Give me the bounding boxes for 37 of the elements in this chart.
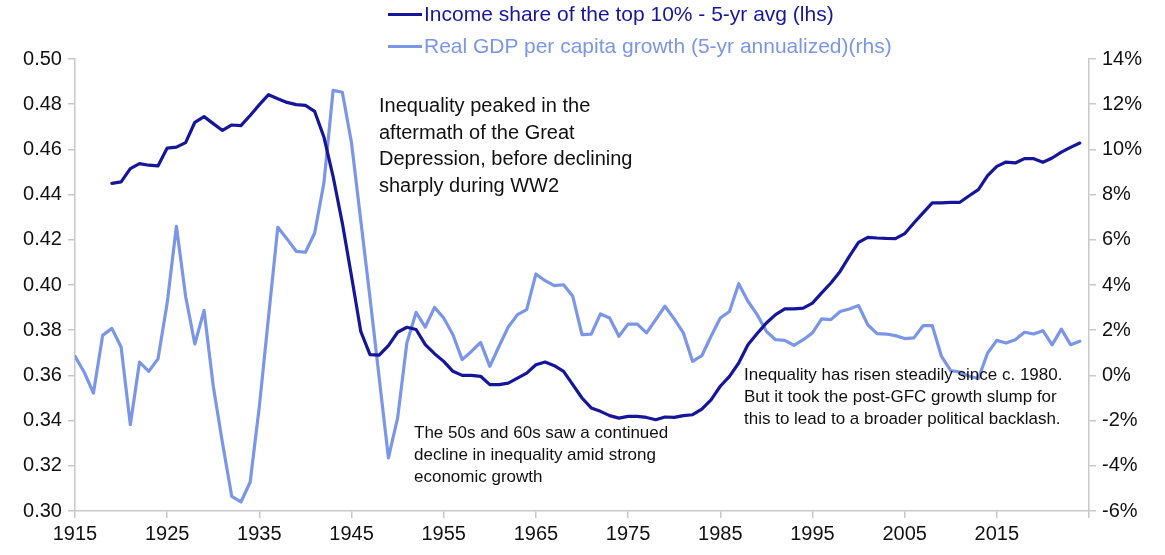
y-tick-label: 0.34	[23, 408, 62, 431]
x-tick-label: 1935	[237, 521, 282, 544]
x-tick-label: 2015	[974, 521, 1020, 544]
annotation: The 50s and 60s saw a continued decline in inequality amid strong economic growth	[414, 422, 670, 488]
x-tick-label: 2005	[882, 521, 927, 544]
y-tick-label: 0.48	[23, 91, 62, 114]
legend-label: Income share of the top 10% - 5-yr avg (lhs)	[424, 2, 834, 26]
y-tick-label: 0.44	[23, 182, 62, 205]
y-tick-label: 0.38	[23, 317, 62, 340]
y-tick-label: 0.40	[23, 272, 62, 295]
x-tick-label: 1965	[513, 521, 559, 544]
y2-tick-label: 0%	[1102, 362, 1132, 385]
y2-tick-label: 8%	[1102, 182, 1132, 205]
y2-tick-label: 6%	[1102, 227, 1132, 250]
x-tick-label: 1945	[329, 521, 374, 544]
y2-tick-label: 12%	[1102, 91, 1143, 114]
y-tick-label: 0.30	[23, 498, 62, 521]
x-tick-label: 1995	[790, 521, 835, 544]
y-tick-label: 0.50	[23, 46, 62, 69]
y2-tick-label: 14%	[1102, 46, 1143, 69]
legend-label: Real GDP per capita growth (5-yr annualized)(rhs)	[424, 34, 892, 58]
x-tick-label: 1915	[52, 521, 98, 544]
x-tick-label: 1975	[605, 521, 651, 544]
y2-tick-label: -6%	[1102, 498, 1138, 521]
x-tick-label: 1955	[421, 521, 466, 544]
y2-tick-label: 2%	[1102, 317, 1132, 340]
y-tick-label: 0.46	[23, 136, 62, 159]
y-tick-label: 0.42	[23, 227, 62, 250]
y-tick-label: 0.32	[23, 453, 62, 476]
y2-tick-label: -4%	[1102, 453, 1138, 476]
annotation: Inequality peaked in the aftermath of the Great Depression, before declining sharply during WW2	[379, 93, 634, 198]
y-tick-label: 0.36	[23, 362, 62, 385]
y2-tick-label: 10%	[1102, 136, 1143, 159]
y2-tick-label: -2%	[1102, 408, 1138, 431]
x-tick-label: 1985	[698, 521, 743, 544]
x-tick-label: 1925	[144, 521, 190, 544]
y2-tick-label: 4%	[1102, 272, 1132, 295]
